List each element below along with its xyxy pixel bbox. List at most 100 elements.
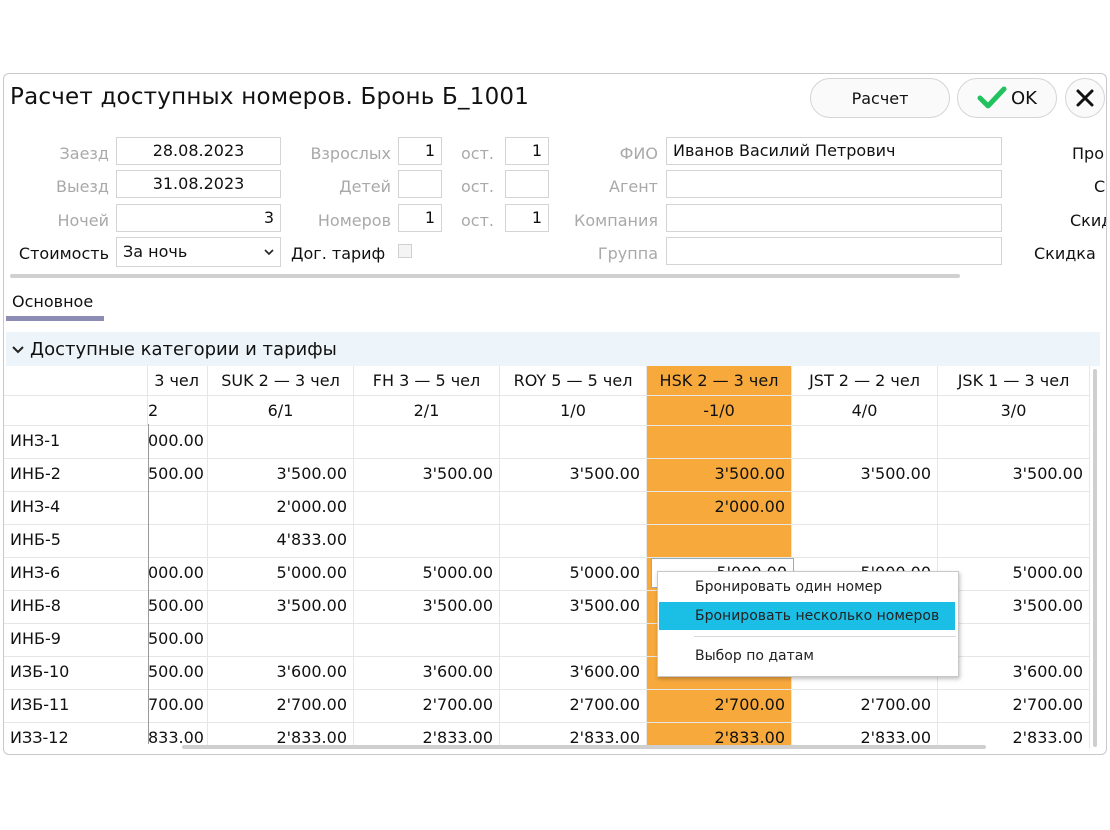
- rate-cell[interactable]: [938, 525, 1090, 558]
- rate-cell[interactable]: 3'600.00: [354, 657, 500, 690]
- rate-cell[interactable]: 500.00: [148, 657, 208, 690]
- cost-select[interactable]: За ночь: [116, 237, 281, 267]
- rate-cell[interactable]: 2'833.00: [354, 723, 500, 748]
- rate-cell[interactable]: 3'500.00: [354, 591, 500, 624]
- rate-cell[interactable]: 5'000.00: [500, 558, 647, 591]
- nights-field[interactable]: 3: [116, 204, 281, 232]
- adults-rest-label: ост.: [461, 144, 494, 163]
- column-header[interactable]: ROY 5 — 5 чел: [500, 366, 647, 396]
- rate-cell[interactable]: [938, 492, 1090, 525]
- rate-cell[interactable]: 2'700.00: [647, 690, 792, 723]
- column-header[interactable]: 3 чел: [148, 366, 208, 396]
- section-toggle[interactable]: Доступные категории и тарифы: [12, 339, 337, 360]
- group-field[interactable]: [666, 237, 1002, 265]
- ok-button[interactable]: OK: [957, 78, 1057, 118]
- rate-cell[interactable]: 3'500.00: [208, 459, 354, 492]
- grid-vertical-scrollbar[interactable]: [1093, 369, 1097, 747]
- rate-cell[interactable]: [792, 525, 938, 558]
- column-header[interactable]: HSK 2 — 3 чел: [647, 366, 792, 396]
- rate-cell[interactable]: [647, 426, 792, 459]
- children-rest-field[interactable]: [505, 170, 549, 198]
- rate-cell[interactable]: [354, 426, 500, 459]
- rate-cell[interactable]: [792, 426, 938, 459]
- rate-cell[interactable]: 700.00: [148, 690, 208, 723]
- rate-cell[interactable]: [208, 426, 354, 459]
- rate-cell[interactable]: 5'000.00: [354, 558, 500, 591]
- rate-cell[interactable]: 3'500.00: [792, 459, 938, 492]
- contract-rate-checkbox[interactable]: [398, 244, 412, 258]
- rate-cell[interactable]: 500.00: [148, 624, 208, 657]
- close-button[interactable]: [1065, 78, 1105, 118]
- rooms-field[interactable]: 1: [398, 204, 442, 232]
- rate-cell[interactable]: [500, 624, 647, 657]
- rate-cell[interactable]: 2'000.00: [647, 492, 792, 525]
- agent-field[interactable]: [666, 170, 1002, 198]
- grid-horizontal-scrollbar[interactable]: [182, 745, 986, 749]
- rate-cell[interactable]: 3'600.00: [938, 657, 1090, 690]
- column-header[interactable]: JST 2 — 2 чел: [792, 366, 938, 396]
- column-header[interactable]: JSK 1 — 3 чел: [938, 366, 1090, 396]
- rate-cell[interactable]: 2'833.00: [647, 723, 792, 748]
- rate-cell[interactable]: 3'500.00: [938, 459, 1090, 492]
- section-header[interactable]: [6, 332, 1100, 366]
- menu-item-select-dates[interactable]: Выбор по датам: [695, 648, 814, 664]
- calculate-button[interactable]: Расчет: [810, 78, 950, 118]
- row-label: ИНБ-8: [4, 591, 148, 624]
- rate-cell[interactable]: 500.00: [148, 459, 208, 492]
- rate-cell[interactable]: 2'700.00: [208, 690, 354, 723]
- rate-cell[interactable]: 3'500.00: [500, 459, 647, 492]
- rate-cell[interactable]: 2'700.00: [792, 690, 938, 723]
- rate-cell[interactable]: [500, 525, 647, 558]
- rate-cell[interactable]: 2'000.00: [208, 492, 354, 525]
- rate-cell[interactable]: 3'500.00: [500, 591, 647, 624]
- children-field[interactable]: [398, 170, 442, 198]
- rate-cell[interactable]: 2'700.00: [938, 690, 1090, 723]
- rate-cell[interactable]: 000.00: [148, 426, 208, 459]
- rate-cell[interactable]: [354, 525, 500, 558]
- rate-cell[interactable]: 3'500.00: [208, 591, 354, 624]
- company-field[interactable]: [666, 204, 1002, 232]
- rate-cell[interactable]: [148, 492, 208, 525]
- adults-field[interactable]: 1: [398, 137, 442, 165]
- rate-cell[interactable]: 2'700.00: [500, 690, 647, 723]
- rate-cell[interactable]: 2'833.00: [208, 723, 354, 748]
- rate-cell[interactable]: 5'000.00: [208, 558, 354, 591]
- rate-cell[interactable]: [792, 492, 938, 525]
- checkout-field[interactable]: 31.08.2023: [116, 170, 281, 198]
- rate-cell[interactable]: 3'500.00: [647, 459, 792, 492]
- rate-cell[interactable]: 3'600.00: [500, 657, 647, 690]
- rate-cell[interactable]: [647, 525, 792, 558]
- rate-cell[interactable]: 3'500.00: [938, 591, 1090, 624]
- menu-item-book-several[interactable]: Бронировать несколько номеров: [659, 602, 955, 630]
- rate-cell[interactable]: [148, 525, 208, 558]
- rate-cell[interactable]: 500.00: [148, 591, 208, 624]
- checkin-field[interactable]: 28.08.2023: [116, 137, 281, 165]
- rate-cell[interactable]: 000.00: [148, 558, 208, 591]
- rate-cell[interactable]: 2'833.00: [792, 723, 938, 748]
- column-availability: 2/1: [354, 396, 500, 426]
- adults-rest-field[interactable]: 1: [505, 137, 549, 165]
- rate-cell[interactable]: [208, 624, 354, 657]
- rate-cell[interactable]: [354, 492, 500, 525]
- column-header[interactable]: SUK 2 — 3 чел: [208, 366, 354, 396]
- rate-cell[interactable]: 3'500.00: [354, 459, 500, 492]
- menu-item-book-one[interactable]: Бронировать один номер: [695, 579, 883, 595]
- rate-cell[interactable]: [938, 426, 1090, 459]
- form-scrollbar[interactable]: [10, 274, 960, 278]
- rate-cell[interactable]: 5'000.00: [938, 558, 1090, 591]
- rate-cell[interactable]: [938, 624, 1090, 657]
- rate-cell[interactable]: 4'833.00: [208, 525, 354, 558]
- rooms-rest-field[interactable]: 1: [505, 204, 549, 232]
- rate-cell[interactable]: 833.00: [148, 723, 208, 748]
- rate-cell[interactable]: [500, 426, 647, 459]
- rate-cell[interactable]: [354, 624, 500, 657]
- rate-cell[interactable]: [500, 492, 647, 525]
- column-header[interactable]: FH 3 — 5 чел: [354, 366, 500, 396]
- company-label: Компания: [574, 211, 658, 230]
- tab-main[interactable]: Основное: [12, 292, 94, 311]
- rate-cell[interactable]: 3'600.00: [208, 657, 354, 690]
- rate-cell[interactable]: 2'833.00: [938, 723, 1090, 748]
- fio-field[interactable]: Иванов Василий Петрович: [666, 137, 1002, 165]
- rate-cell[interactable]: 2'700.00: [354, 690, 500, 723]
- rate-cell[interactable]: 2'833.00: [500, 723, 647, 748]
